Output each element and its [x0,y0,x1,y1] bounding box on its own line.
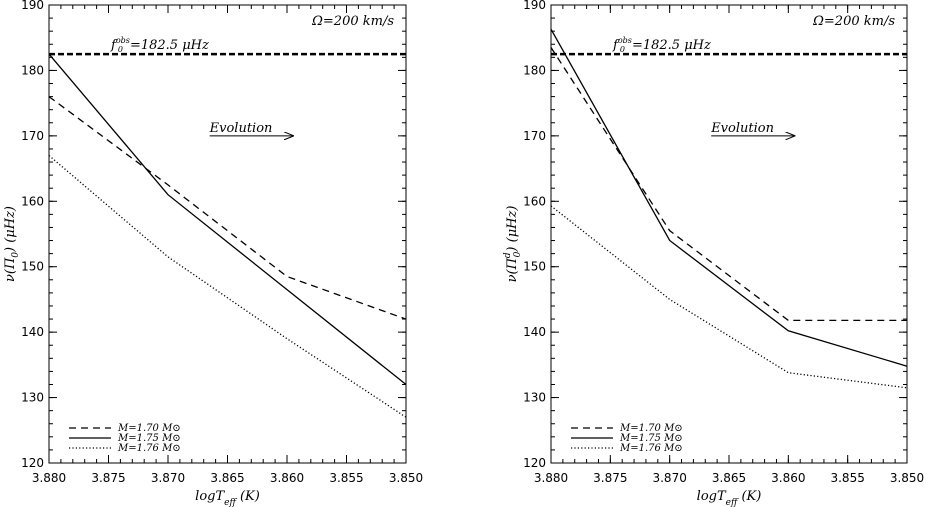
y-tick-label: 190 [523,0,546,12]
x-axis-title: logTeff (K) [697,489,762,507]
evolution-label: Evolution [710,121,774,136]
y-tick-label: 180 [523,63,546,77]
x-tick-label: 3.860 [270,471,304,485]
x-tick-label: 3.870 [151,471,185,485]
plot-frame [48,4,407,464]
y-tick-label: 190 [21,0,44,12]
y-tick-label: 120 [21,456,44,470]
series-line-solid [550,28,908,367]
evolution-label: Evolution [209,121,273,136]
right-panel: 3.880 3.875 3.870 3.865 3.860 3.855 3.850 120 13… [503,0,924,507]
series-line-dashed [550,47,907,322]
x-tick-label: 3.870 [652,471,686,485]
series-line-dashed [48,96,407,320]
x-tick-label: 3.850 [890,471,924,485]
x-tick-label: 3.875 [593,471,627,485]
y-tick-label: 160 [523,194,546,208]
y-tick-label: 120 [523,456,546,470]
plot-frame [550,4,908,464]
omega-label: Ω=200 km/s [812,14,895,29]
y-tick-label: 180 [21,63,44,77]
y-tick-label: 130 [523,391,546,405]
x-tick-label: 3.880 [534,471,568,485]
legend-label: M=1.76 M⊙ [117,443,181,454]
y-tick-label: 150 [21,260,44,274]
left-panel: 3.880 3.875 3.870 3.865 3.860 3.855 3.850 120 13… [3,0,423,507]
legend-label: M=1.75 M⊙ [619,433,683,444]
x-tick-label: 3.865 [712,471,746,485]
x-tick-label: 3.855 [329,471,363,485]
legend-label: M=1.75 M⊙ [117,433,181,444]
fobs-label: fobs 0 =182.5 μHz [612,36,711,54]
series-line-solid [48,53,407,386]
y-tick-label: 160 [21,194,44,208]
series-line-dotted [48,155,407,418]
x-tick-label: 3.850 [389,471,423,485]
fobs-label: fobs 0 =182.5 μHz [110,36,209,54]
legend-label: M=1.70 M⊙ [619,423,683,434]
y-tick-label: 130 [21,391,44,405]
x-tick-label: 3.855 [830,471,864,485]
legend-label: M=1.70 M⊙ [117,423,181,434]
y-tick-label: 140 [523,325,546,339]
y-tick-label: 150 [523,260,546,274]
x-tick-label: 3.865 [210,471,244,485]
omega-label: Ω=200 km/s [311,14,394,29]
x-axis-title: logTeff (K) [195,489,260,507]
y-tick-label: 170 [21,129,44,143]
legend-label: M=1.76 M⊙ [619,443,683,454]
y-tick-label: 140 [21,325,44,339]
y-axis-title: ν(Π0) (μHz) [3,206,21,282]
x-tick-label: 3.875 [91,471,125,485]
x-tick-label: 3.860 [771,471,805,485]
y-axis-title: ν(Πd0) (μHz) [503,206,523,283]
x-tick-label: 3.880 [32,471,66,485]
y-tick-label: 170 [523,129,546,143]
series-line-dotted [550,205,908,389]
